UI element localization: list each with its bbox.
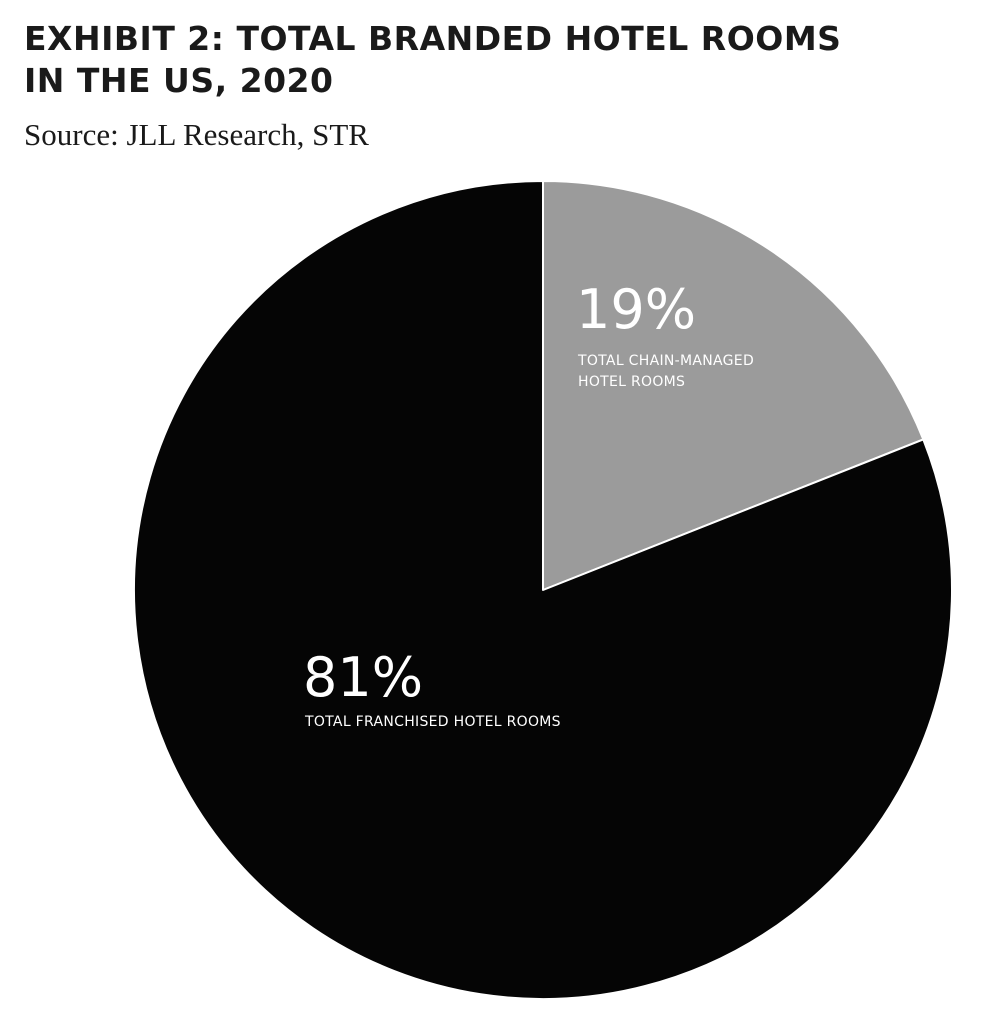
slice-percent-label-1: 81% (303, 646, 423, 709)
slice-percent-label-0: 19% (576, 278, 696, 341)
chart-source: Source: JLL Research, STR (24, 117, 369, 152)
chart-title-line-1: EXHIBIT 2: TOTAL BRANDED HOTEL ROOMS (24, 19, 842, 58)
slice-category-label-0-1: HOTEL ROOMS (578, 374, 685, 390)
slice-category-label-0-0: TOTAL CHAIN-MANAGED (577, 353, 754, 369)
pie-slice-0 (542, 180, 925, 591)
chart-title: EXHIBIT 2: TOTAL BRANDED HOTEL ROOMS IN … (24, 18, 841, 102)
chart-title-line-2: IN THE US, 2020 (24, 61, 334, 100)
slice-category-label-1-0: TOTAL FRANCHISED HOTEL ROOMS (304, 714, 561, 730)
pie-slice-1 (133, 180, 953, 1000)
